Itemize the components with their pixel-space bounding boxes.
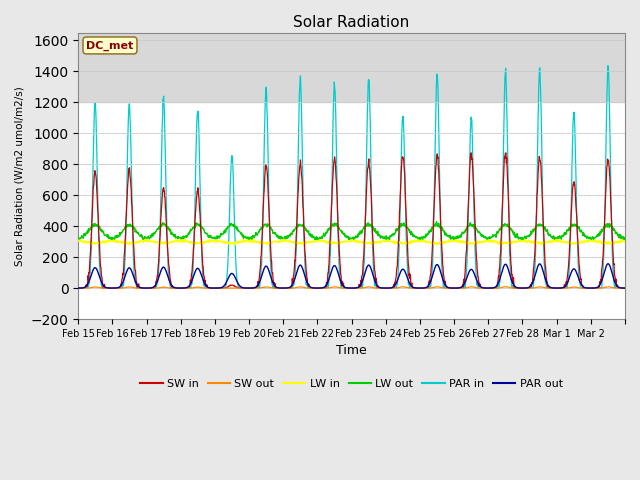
X-axis label: Time: Time	[336, 344, 367, 357]
Text: DC_met: DC_met	[86, 40, 134, 50]
Title: Solar Radiation: Solar Radiation	[294, 15, 410, 30]
Y-axis label: Solar Radiation (W/m2 umol/m2/s): Solar Radiation (W/m2 umol/m2/s)	[15, 86, 25, 266]
Bar	[78, 33, 625, 102]
Legend: SW in, SW out, LW in, LW out, PAR in, PAR out: SW in, SW out, LW in, LW out, PAR in, PA…	[136, 375, 567, 394]
